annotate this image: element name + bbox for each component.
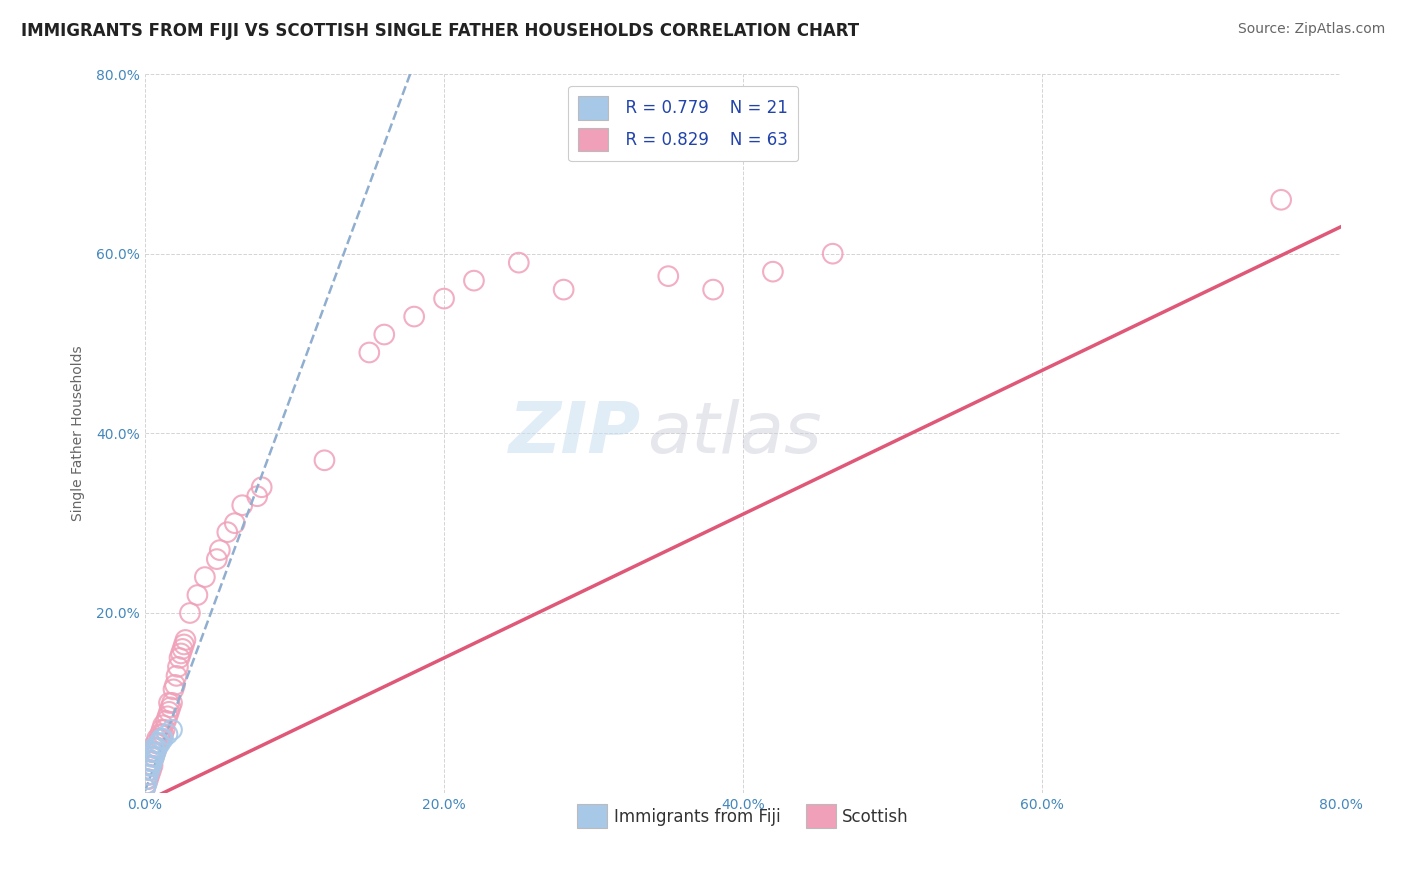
Y-axis label: Single Father Households: Single Father Households <box>72 345 86 521</box>
Point <box>762 265 785 279</box>
Point <box>162 682 184 697</box>
Point <box>139 758 162 772</box>
Point <box>404 310 426 324</box>
Point <box>146 740 169 755</box>
Point <box>224 516 246 531</box>
Point <box>149 727 172 741</box>
Text: IMMIGRANTS FROM FIJI VS SCOTTISH SINGLE FATHER HOUSEHOLDS CORRELATION CHART: IMMIGRANTS FROM FIJI VS SCOTTISH SINGLE … <box>21 22 859 40</box>
Point <box>142 745 165 759</box>
Point <box>173 637 195 651</box>
Point <box>150 723 173 737</box>
Point <box>250 480 273 494</box>
Point <box>231 498 253 512</box>
Point <box>553 283 575 297</box>
Point <box>138 763 160 777</box>
Point <box>174 632 197 647</box>
Point <box>136 767 159 781</box>
Point <box>135 777 157 791</box>
Point <box>142 754 165 768</box>
Point <box>134 781 156 796</box>
Point <box>145 745 167 759</box>
Point <box>153 723 176 737</box>
Point <box>194 570 217 584</box>
Point <box>170 647 193 661</box>
Point <box>149 736 172 750</box>
Point <box>160 696 183 710</box>
Point <box>152 727 174 741</box>
Point <box>433 292 456 306</box>
Point <box>152 731 174 746</box>
Text: ZIP: ZIP <box>509 399 641 467</box>
Point <box>359 345 381 359</box>
Point <box>314 453 336 467</box>
Point <box>139 749 162 764</box>
Point <box>159 700 181 714</box>
Point <box>1270 193 1292 207</box>
Point <box>143 749 166 764</box>
Point <box>143 749 166 764</box>
Point <box>136 772 159 787</box>
Point <box>155 714 177 728</box>
Point <box>179 606 201 620</box>
Point <box>143 740 166 755</box>
Point <box>150 731 173 746</box>
Point <box>246 489 269 503</box>
Point <box>702 283 724 297</box>
Point <box>148 736 170 750</box>
Point <box>142 745 165 759</box>
Point <box>163 678 186 692</box>
Point <box>166 669 188 683</box>
Text: atlas: atlas <box>647 399 823 467</box>
Point <box>135 772 157 787</box>
Legend: Immigrants from Fiji, Scottish: Immigrants from Fiji, Scottish <box>571 797 915 835</box>
Point <box>205 552 228 566</box>
Point <box>157 696 180 710</box>
Point <box>156 727 179 741</box>
Point <box>138 754 160 768</box>
Point <box>136 758 159 772</box>
Point <box>208 543 231 558</box>
Point <box>139 763 162 777</box>
Point <box>146 731 169 746</box>
Point <box>145 736 167 750</box>
Point <box>167 660 190 674</box>
Point <box>463 274 485 288</box>
Text: Source: ZipAtlas.com: Source: ZipAtlas.com <box>1237 22 1385 37</box>
Point <box>138 767 160 781</box>
Point <box>217 525 239 540</box>
Point <box>146 740 169 755</box>
Point <box>373 327 395 342</box>
Point <box>821 246 844 260</box>
Point <box>157 705 180 719</box>
Point <box>149 731 172 746</box>
Point <box>142 758 165 772</box>
Point <box>169 651 191 665</box>
Point <box>135 777 157 791</box>
Point <box>138 763 160 777</box>
Point <box>148 736 170 750</box>
Point <box>508 255 530 269</box>
Point <box>172 641 194 656</box>
Point <box>142 754 165 768</box>
Point <box>145 745 167 759</box>
Point <box>135 772 157 787</box>
Point <box>143 740 166 755</box>
Point <box>134 781 156 796</box>
Point <box>136 767 159 781</box>
Point <box>657 269 679 284</box>
Point <box>139 758 162 772</box>
Point <box>152 718 174 732</box>
Point <box>156 709 179 723</box>
Point <box>186 588 208 602</box>
Point <box>160 723 183 737</box>
